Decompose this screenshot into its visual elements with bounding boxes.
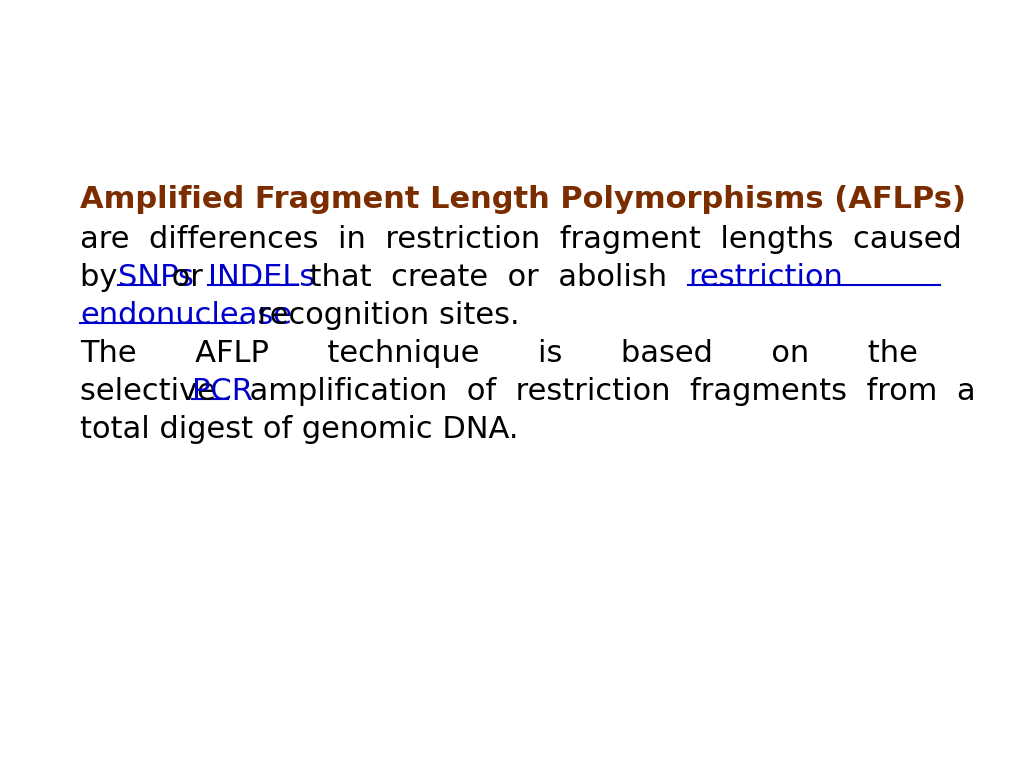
- Text: INDELs: INDELs: [208, 263, 315, 292]
- Text: SNPs: SNPs: [118, 263, 194, 292]
- Text: that  create  or  abolish: that create or abolish: [290, 263, 677, 292]
- Text: total digest of genomic DNA.: total digest of genomic DNA.: [80, 415, 518, 444]
- Text: restriction: restriction: [688, 263, 843, 292]
- Text: The      AFLP      technique      is      based      on      the: The AFLP technique is based on the: [80, 339, 918, 368]
- Text: Amplified Fragment Length Polymorphisms (AFLPs): Amplified Fragment Length Polymorphisms …: [80, 185, 966, 214]
- Text: or: or: [162, 263, 213, 292]
- Text: selective: selective: [80, 377, 225, 406]
- Text: PCR: PCR: [193, 377, 253, 406]
- Text: endonuclease: endonuclease: [80, 301, 292, 330]
- Text: amplification  of  restriction  fragments  from  a: amplification of restriction fragments f…: [230, 377, 976, 406]
- Text: recognition sites.: recognition sites.: [248, 301, 519, 330]
- Text: are  differences  in  restriction  fragment  lengths  caused: are differences in restriction fragment …: [80, 225, 962, 254]
- Text: by: by: [80, 263, 127, 292]
